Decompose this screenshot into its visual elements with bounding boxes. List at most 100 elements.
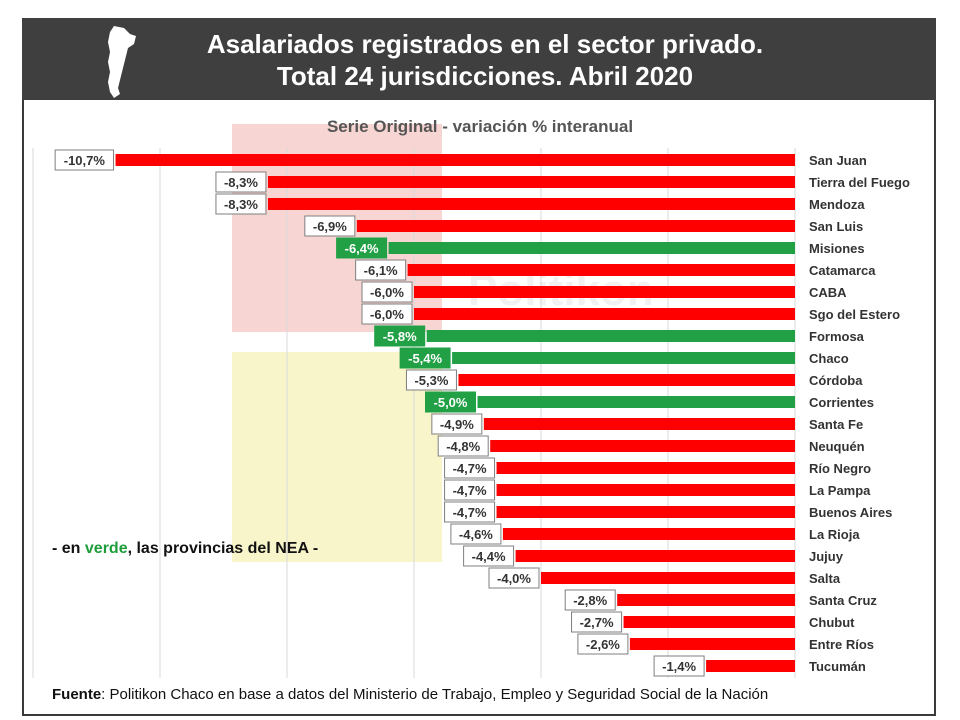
data-label-box <box>444 479 496 501</box>
category-label: La Pampa <box>809 483 871 498</box>
category-label: CABA <box>809 285 847 300</box>
data-label-box <box>488 567 540 589</box>
category-label: Tierra del Fuego <box>809 175 910 190</box>
category-label: Corrientes <box>809 395 874 410</box>
data-label-box <box>437 435 489 457</box>
category-label: Chaco <box>809 351 849 366</box>
bar-20 <box>617 594 795 606</box>
chart-subtitle: Serie Original - variación % interanual <box>326 117 634 136</box>
data-label-box <box>399 347 451 369</box>
note-prefix: - en <box>52 540 85 557</box>
bar-19 <box>541 572 795 584</box>
category-label: Buenos Aires <box>809 505 892 520</box>
data-label-box <box>361 303 413 325</box>
category-label: Río Negro <box>809 461 871 476</box>
note-suffix: , las provincias del NEA - <box>127 540 319 557</box>
bars-group: -10,7% San Juan -8,3% Tierra del Fuego -8,3%… <box>54 149 910 677</box>
data-label-box <box>304 215 356 237</box>
data-label: -5,0% <box>434 395 468 410</box>
data-label: -4,6% <box>459 527 493 542</box>
data-label-box <box>336 237 388 259</box>
data-label: -5,3% <box>414 373 448 388</box>
data-label: -4,7% <box>453 483 487 498</box>
source-text: : Politikon Chaco en base a datos del Mi… <box>101 686 769 703</box>
data-label-box <box>571 611 623 633</box>
bar-22 <box>629 638 795 650</box>
note-highlight: verde <box>84 540 128 557</box>
data-label: -6,1% <box>364 263 398 278</box>
category-label: Misiones <box>809 241 865 256</box>
category-label: Santa Fe <box>809 417 863 432</box>
data-label: -8,3% <box>224 197 258 212</box>
grid-lines <box>32 148 796 678</box>
chart-title-line-2: Total 24 jurisdicciones. Abril 2020 <box>276 61 694 91</box>
data-label-box <box>444 501 496 523</box>
source-note: Fuente: Politikon Chaco en base a datos … <box>52 686 768 703</box>
data-label: -4,8% <box>446 439 480 454</box>
category-label: Salta <box>809 571 841 586</box>
bar-23 <box>706 660 795 672</box>
data-label-box <box>431 413 483 435</box>
bar-17 <box>502 528 795 540</box>
data-label: -1,4% <box>662 659 696 674</box>
category-label: Neuquén <box>809 439 865 454</box>
bar-1 <box>267 176 795 188</box>
data-label: -4,9% <box>440 417 474 432</box>
category-label: San Juan <box>809 153 867 168</box>
category-label: Córdoba <box>809 373 863 388</box>
data-label-box <box>405 369 457 391</box>
header-banner <box>22 18 936 100</box>
data-label: -2,7% <box>580 615 614 630</box>
chart-title-line-1: Asalariados registrados en el sector pri… <box>206 29 764 59</box>
category-label: Catamarca <box>809 263 876 278</box>
data-label: -8,3% <box>224 175 258 190</box>
data-label: -5,8% <box>383 329 417 344</box>
data-label: -4,7% <box>453 461 487 476</box>
bar-3 <box>356 220 795 232</box>
data-label: -6,0% <box>370 307 404 322</box>
data-label: -10,7% <box>64 153 106 168</box>
data-label: -2,8% <box>573 593 607 608</box>
bar-10 <box>458 374 795 386</box>
bar-4 <box>388 242 795 254</box>
category-label: Chubut <box>809 615 855 630</box>
bar-15 <box>496 484 795 496</box>
bar-7 <box>414 308 795 320</box>
bar-13 <box>490 440 795 452</box>
data-label-box <box>450 523 502 545</box>
data-label-box <box>564 589 616 611</box>
category-label: La Rioja <box>809 527 860 542</box>
data-label-box <box>577 633 629 655</box>
data-label-box <box>374 325 426 347</box>
category-label: Jujuy <box>809 549 844 564</box>
bar-9 <box>452 352 795 364</box>
bar-16 <box>496 506 795 518</box>
data-label: -6,4% <box>345 241 379 256</box>
source-label: Fuente <box>52 686 102 703</box>
bar-18 <box>515 550 795 562</box>
data-label-box <box>361 281 413 303</box>
data-label-box <box>215 171 267 193</box>
category-label: Mendoza <box>809 197 865 212</box>
bar-5 <box>407 264 795 276</box>
bar-0 <box>115 154 796 166</box>
data-label: -5,4% <box>408 351 442 366</box>
data-label: -4,4% <box>472 549 506 564</box>
data-label-box <box>653 655 705 677</box>
data-label-box <box>215 193 267 215</box>
data-label-box <box>425 391 476 413</box>
bar-11 <box>477 396 795 408</box>
data-label: -4,7% <box>453 505 487 520</box>
category-label: Formosa <box>809 329 865 344</box>
data-label: -6,9% <box>313 219 347 234</box>
bar-21 <box>623 616 795 628</box>
data-label-box <box>463 545 515 567</box>
data-label-box <box>444 457 496 479</box>
category-label: Tucumán <box>809 659 866 674</box>
data-label: -6,0% <box>370 285 404 300</box>
category-label: Sgo del Estero <box>809 307 900 322</box>
data-label: -4,0% <box>497 571 531 586</box>
bar-14 <box>496 462 795 474</box>
bar-6 <box>414 286 795 298</box>
